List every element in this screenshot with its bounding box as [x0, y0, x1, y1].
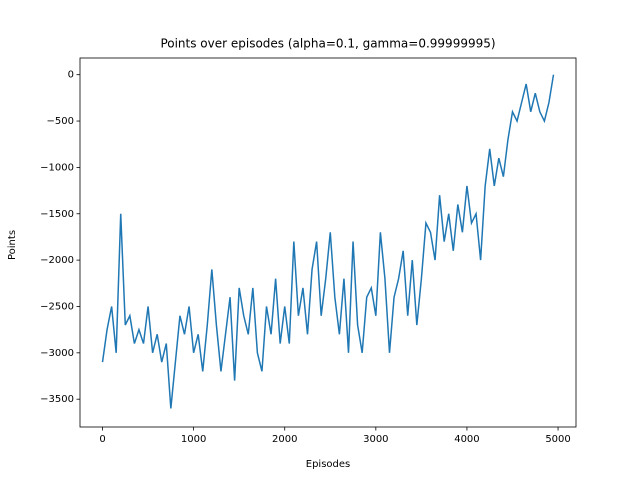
y-tick-label: 0 [68, 70, 74, 81]
y-tick-label: −1500 [40, 209, 74, 220]
x-tick-label: 2000 [272, 434, 297, 445]
line-series [101, 74, 555, 409]
x-axis-label: Episodes [306, 459, 350, 470]
y-axis-label: Points [7, 230, 18, 260]
y-tick-label: −2500 [40, 301, 74, 312]
chart-title: Points over episodes (alpha=0.1, gamma=0… [160, 37, 495, 51]
x-tick-label: 4000 [454, 434, 479, 445]
x-tick-label: 0 [99, 434, 105, 445]
y-tick-label: −3000 [40, 348, 74, 359]
y-tick-label: −2000 [40, 255, 74, 266]
y-tick-label: −500 [47, 116, 74, 127]
x-tick-label: 5000 [545, 434, 570, 445]
y-tick-label: −3500 [40, 394, 74, 405]
x-tick-label: 3000 [363, 434, 388, 445]
plot-frame [79, 57, 577, 428]
x-tick-label: 1000 [181, 434, 206, 445]
y-tick-label: −1000 [40, 162, 74, 173]
